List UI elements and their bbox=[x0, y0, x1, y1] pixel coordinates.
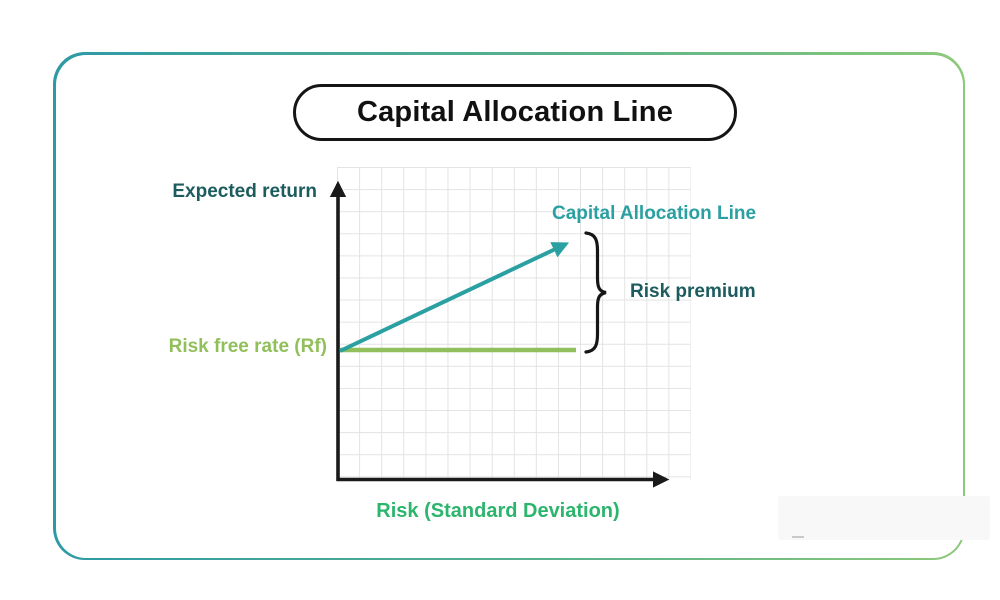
risk-free-rate-label: Risk free rate (Rf) bbox=[168, 336, 327, 357]
title-pill: Capital Allocation Line bbox=[293, 84, 737, 141]
watermark-area bbox=[778, 496, 990, 540]
y-axis-label: Expected return bbox=[172, 181, 317, 202]
risk-premium-label: Risk premium bbox=[630, 281, 756, 302]
x-axis-label: Risk (Standard Deviation) bbox=[376, 500, 620, 522]
watermark-dash bbox=[792, 536, 804, 538]
page-title: Capital Allocation Line bbox=[356, 96, 674, 128]
cal-line-label: Capital Allocation Line bbox=[552, 203, 757, 224]
